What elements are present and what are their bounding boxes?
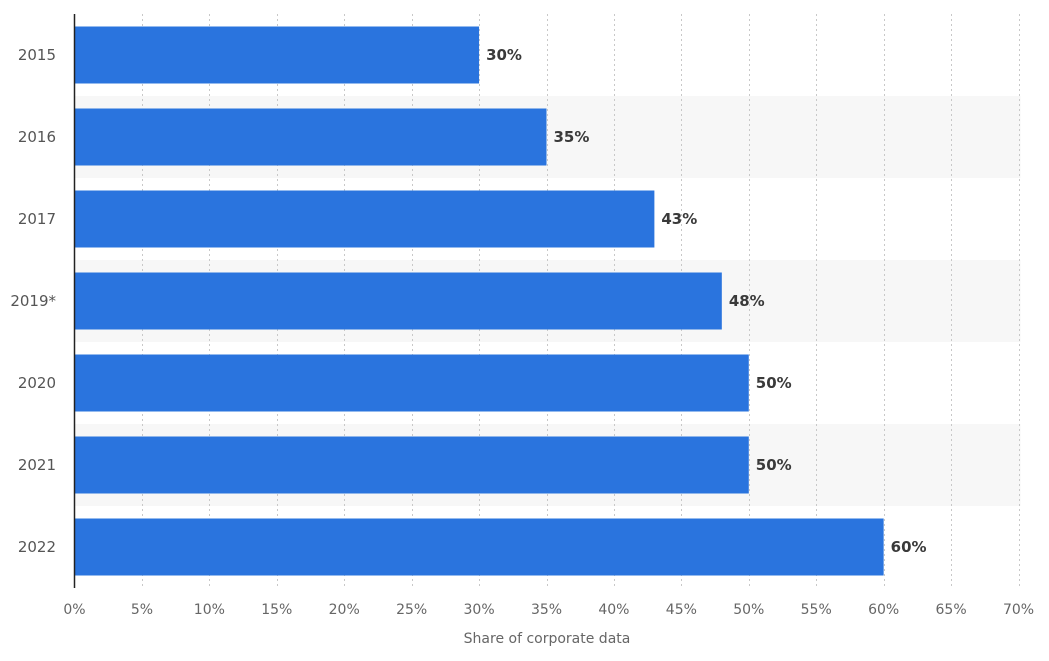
x-tick-label: 70% <box>1003 602 1034 618</box>
x-tick-label: 15% <box>261 602 292 618</box>
data-label: 50% <box>756 374 792 392</box>
data-label: 30% <box>486 46 522 64</box>
category-label: 2016 <box>18 128 56 146</box>
x-tick-label: 35% <box>531 602 562 618</box>
data-label: 60% <box>891 538 927 556</box>
data-label: 35% <box>554 128 590 146</box>
x-tick-label: 20% <box>329 602 360 618</box>
category-labels: 2015 2016 2017 2019* 2020 2021 2022 <box>10 46 56 556</box>
category-label: 2021 <box>18 456 56 474</box>
category-label: 2015 <box>18 46 56 64</box>
bar-2019* <box>74 272 722 330</box>
category-label: 2017 <box>18 210 56 228</box>
data-label: 50% <box>756 456 792 474</box>
x-tick-label: 40% <box>598 602 629 618</box>
bar-2022 <box>74 518 884 576</box>
x-axis-title: Share of corporate data <box>464 631 631 647</box>
x-tick-label: 65% <box>936 602 967 618</box>
bar-2015 <box>74 26 480 84</box>
bar-2016 <box>74 108 547 166</box>
bars <box>74 26 884 576</box>
x-tick-label: 25% <box>396 602 427 618</box>
bar-2021 <box>74 436 749 494</box>
data-labels: 30% 35% 43% 48% 50% 50% 60% <box>486 46 926 556</box>
category-label: 2019* <box>10 292 56 310</box>
bar-2017 <box>74 190 655 248</box>
bar-2020 <box>74 354 749 412</box>
x-tick-label: 30% <box>464 602 495 618</box>
x-tick-label: 5% <box>131 602 153 618</box>
x-tick-labels: 0% 5% 10% 15% 20% 25% 30% 35% 40% 45% 50% 55% 60% 65%… <box>63 602 1034 618</box>
x-tick-label: 55% <box>801 602 832 618</box>
category-label: 2022 <box>18 538 56 556</box>
x-tick-label: 50% <box>733 602 764 618</box>
category-label: 2020 <box>18 374 56 392</box>
x-tick-label: 0% <box>63 602 85 618</box>
x-tick-label: 45% <box>666 602 697 618</box>
data-label: 48% <box>729 292 765 310</box>
x-tick-label: 10% <box>194 602 225 618</box>
x-tick-label: 60% <box>868 602 899 618</box>
data-label: 43% <box>661 210 697 228</box>
